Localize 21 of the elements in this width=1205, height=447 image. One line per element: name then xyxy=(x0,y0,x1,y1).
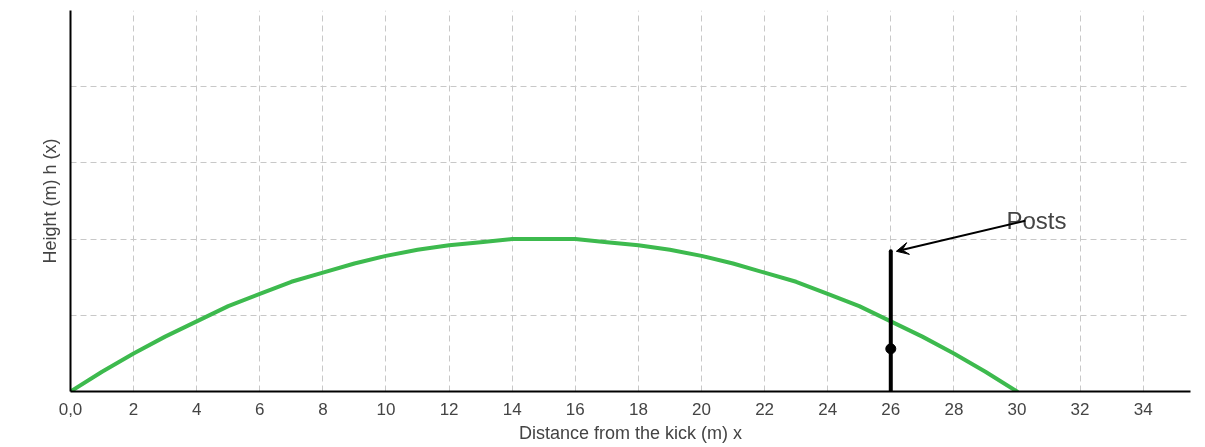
x-tick-label: 28 xyxy=(944,399,964,419)
x-tick-label: 18 xyxy=(628,399,648,419)
x-tick-label: 26 xyxy=(881,399,901,419)
x-tick-label: 8 xyxy=(318,399,328,419)
x-tick-label: 30 xyxy=(1007,399,1027,419)
x-tick-label: 20 xyxy=(692,399,711,419)
y-axis-title: Height (m) h (x) xyxy=(39,138,60,264)
x-tick-label: 34 xyxy=(1133,399,1153,419)
x-tick-label: 10 xyxy=(376,399,396,419)
x-tick-label: 0,0 xyxy=(58,399,83,419)
x-tick-label: 16 xyxy=(565,399,585,419)
x-tick-label: 22 xyxy=(755,399,775,419)
x-tick-label: 12 xyxy=(439,399,459,419)
x-tick-label: 6 xyxy=(255,399,265,419)
x-tick-label: 14 xyxy=(502,399,522,419)
x-tick-label: 24 xyxy=(818,399,838,419)
annotation: Posts xyxy=(1006,207,1067,235)
x-tick-label: 2 xyxy=(128,399,139,419)
x-tick-label: 32 xyxy=(1070,399,1090,419)
x-axis-title: Distance from the kick (m) x xyxy=(518,422,743,443)
x-tick-label: 4 xyxy=(191,399,202,419)
